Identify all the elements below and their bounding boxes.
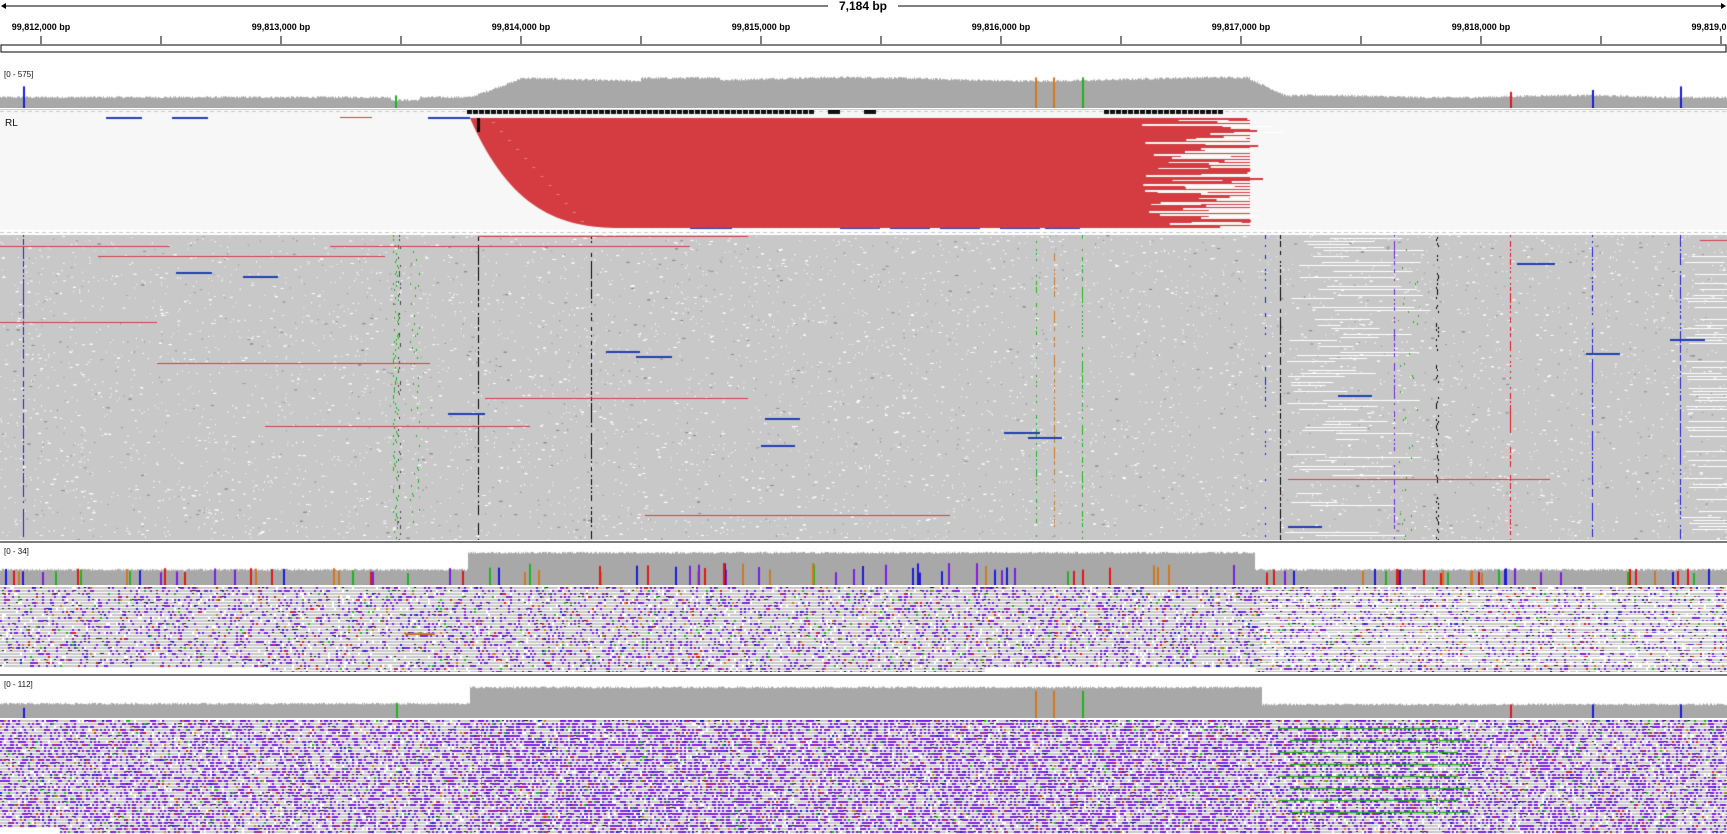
coverage-histogram (0, 678, 1727, 718)
coverage-histogram (0, 545, 1727, 585)
coverage-histogram (0, 66, 1727, 108)
ruler-arrow-left-icon (1, 3, 6, 9)
ruler-tick-label: 99,814,000 bp (492, 22, 551, 32)
panel-divider (0, 674, 1727, 676)
alignment-reads (0, 110, 1727, 540)
ruler-tick-label: 99,815,000 bp (732, 22, 791, 32)
ruler-baseline (0, 44, 1727, 53)
ruler-span-label: 7,184 bp (839, 0, 887, 13)
coverage-track-3[interactable]: [0 - 112] (0, 678, 1727, 718)
ruler-tick-label: 99,812,000 bp (12, 22, 71, 32)
ruler-tick-label: 99,818,000 bp (1452, 22, 1511, 32)
ruler-tick-label: 99,817,000 bp (1212, 22, 1271, 32)
alignment-track-2[interactable] (0, 587, 1727, 672)
alignment-track-3[interactable] (0, 720, 1727, 834)
genomic-ruler[interactable]: 7,184 bp 99,812,000 bp 99,813,000 bp 99,… (0, 0, 1727, 62)
alignment-reads (0, 720, 1727, 834)
ruler-tick-label: 99,816,000 bp (972, 22, 1031, 32)
alignment-reads (0, 587, 1727, 672)
coverage-track-2[interactable]: [0 - 34] (0, 545, 1727, 585)
panel-divider (0, 541, 1727, 543)
ruler-arrow-right-icon (1721, 3, 1726, 9)
track-separator (0, 109, 1727, 110)
coverage-track-1[interactable]: [0 - 575] (0, 66, 1727, 108)
ruler-tick-label: 99,813,000 bp (252, 22, 311, 32)
alignment-track-1[interactable]: RL (0, 110, 1727, 540)
ruler-tick-label: 99,819,0 (1691, 22, 1726, 32)
